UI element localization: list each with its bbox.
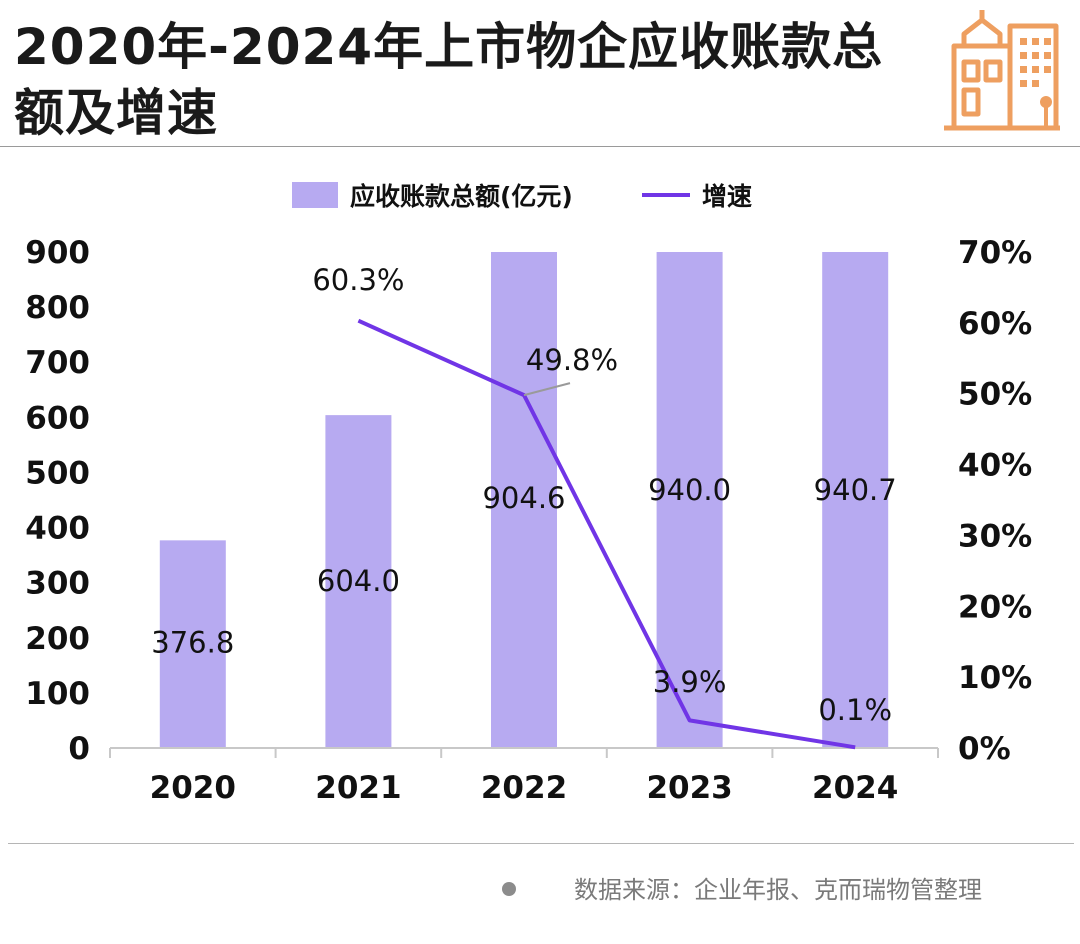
x-tick-label-2022: 2022 (481, 770, 567, 806)
legend-bar-label: 应收账款总额(亿元) (350, 182, 573, 211)
bar-value-label-2021: 604.0 (317, 564, 400, 598)
x-tick-label-2020: 2020 (150, 770, 236, 806)
label-leader-line (523, 382, 571, 397)
right-y-tick-label: 30% (958, 518, 1032, 554)
right-y-tick-label: 70% (958, 235, 1032, 271)
left-y-tick-label: 300 (25, 566, 90, 602)
growth-rate-line (357, 318, 856, 750)
legend-bar-swatch (292, 182, 338, 208)
right-y-tick-label: 0% (958, 731, 1011, 767)
legend: 应收账款总额(亿元) 增速 (292, 182, 752, 211)
chart: 应收账款总额(亿元) 增速 2020 2021 2022 2023 2024 0 100 20… (25, 182, 1032, 806)
left-y-tick-label: 600 (25, 400, 90, 436)
bar-value-label-2024: 940.7 (814, 473, 897, 507)
right-y-tick-label: 50% (958, 377, 1032, 413)
chart-title: 2020年-2024年上市物企应收账款总额及增速 (14, 18, 884, 142)
bar-2022 (491, 252, 557, 748)
bar-value-label-2023: 940.0 (648, 473, 731, 507)
data-source-note: 数据来源：企业年报、克而瑞物管整理 (574, 876, 982, 904)
left-y-tick-label: 100 (25, 676, 90, 712)
bar-value-label-2022: 904.6 (482, 481, 565, 515)
left-y-tick-label: 200 (25, 621, 90, 657)
title-divider (0, 146, 1080, 147)
right-y-tick-label: 10% (958, 660, 1032, 696)
growth-rate-label-2022: 49.8% (526, 343, 618, 377)
bar-2021 (325, 415, 392, 748)
bar-2024 (822, 252, 889, 748)
growth-rate-label-2023: 3.9% (653, 665, 727, 699)
x-tick-label-2021: 2021 (315, 770, 401, 806)
right-y-tick-label: 40% (958, 448, 1032, 484)
growth-rate-label-2024: 0.1% (818, 693, 892, 727)
legend-line-label: 增速 (702, 182, 752, 211)
left-y-tick-label: 800 (25, 290, 90, 326)
x-tick-label-2023: 2023 (646, 770, 732, 806)
city-buildings-icon (940, 6, 1064, 138)
bar-value-label-2020: 376.8 (151, 625, 234, 659)
right-y-tick-label: 20% (958, 589, 1032, 625)
left-y-tick-label: 900 (25, 235, 90, 271)
growth-rate-label-2021: 60.3% (312, 263, 404, 297)
bar-2020 (159, 540, 226, 748)
left-y-tick-label: 500 (25, 455, 90, 491)
footer-divider (8, 843, 1074, 844)
left-y-tick-label: 400 (25, 511, 90, 547)
left-y-tick-label: 700 (25, 345, 90, 381)
bar-2023 (656, 252, 723, 748)
left-y-tick-label: 0 (68, 731, 90, 767)
x-tick-label-2024: 2024 (812, 770, 898, 806)
footer-bullet-icon (502, 882, 516, 896)
right-y-tick-label: 60% (958, 306, 1032, 342)
